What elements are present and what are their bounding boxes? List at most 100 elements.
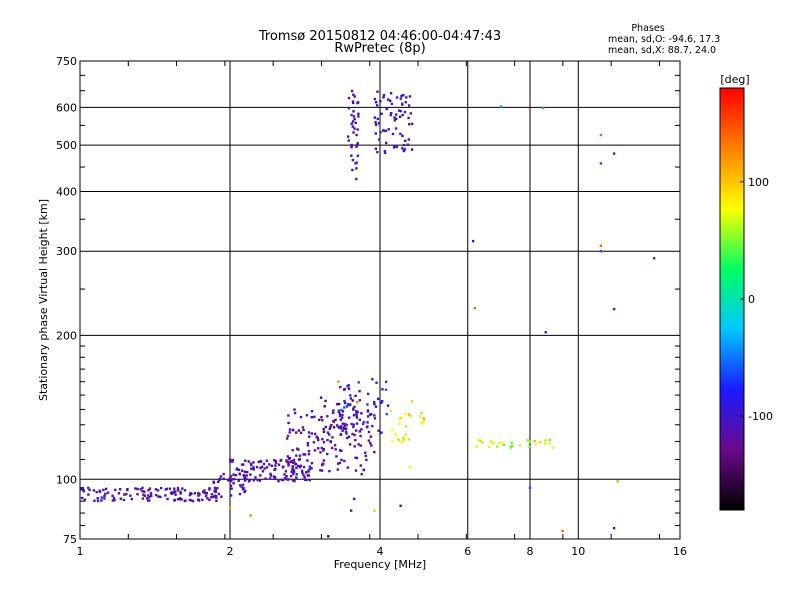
y-tick-label: 400 — [56, 185, 77, 198]
data-point — [254, 476, 257, 479]
data-point — [301, 426, 305, 429]
data-point — [548, 438, 552, 442]
data-point — [239, 484, 242, 487]
data-point — [355, 414, 358, 417]
data-point — [341, 413, 344, 417]
data-point — [509, 446, 512, 449]
data-point — [243, 475, 246, 478]
data-point — [279, 459, 282, 462]
data-point — [408, 123, 411, 126]
data-point — [293, 411, 297, 415]
data-point — [310, 432, 313, 435]
data-point — [528, 486, 532, 489]
data-point — [217, 492, 221, 496]
colorbar-tick-label: 100 — [748, 176, 769, 189]
data-point — [357, 443, 360, 446]
data-point — [331, 446, 334, 450]
data-point — [357, 115, 360, 118]
colorbar-label: [deg] — [720, 73, 749, 86]
data-point — [228, 507, 232, 510]
data-point — [351, 168, 354, 172]
data-point — [106, 491, 110, 494]
data-point — [218, 478, 221, 482]
data-point — [244, 479, 247, 482]
data-point — [366, 403, 369, 406]
data-point — [210, 493, 214, 496]
data-point — [403, 148, 407, 151]
data-point — [143, 490, 146, 493]
data-point — [83, 498, 86, 501]
data-point — [351, 100, 355, 103]
data-point — [393, 116, 396, 119]
data-point — [168, 487, 172, 490]
data-point — [393, 119, 396, 122]
data-point — [190, 499, 193, 502]
data-point — [215, 499, 218, 502]
data-point — [292, 472, 295, 476]
data-point — [205, 492, 209, 495]
data-point — [150, 494, 153, 497]
data-point — [332, 409, 335, 412]
data-point — [242, 486, 245, 490]
data-point — [285, 475, 288, 478]
data-point — [303, 476, 306, 479]
data-point — [295, 476, 298, 479]
data-point — [394, 433, 397, 436]
data-point — [383, 129, 387, 133]
data-point — [304, 471, 308, 474]
data-point — [141, 490, 144, 493]
data-point — [287, 421, 290, 425]
data-point — [237, 479, 240, 482]
data-point — [255, 465, 259, 469]
data-point — [333, 444, 337, 447]
data-point — [350, 122, 353, 125]
data-point — [397, 109, 401, 112]
data-point — [92, 489, 96, 492]
data-point — [213, 486, 217, 490]
data-point — [350, 113, 353, 117]
data-point — [288, 428, 292, 431]
data-point — [188, 493, 192, 496]
data-point — [394, 127, 398, 130]
data-point — [310, 461, 314, 465]
data-point — [149, 492, 153, 495]
y-tick-label: 75 — [63, 533, 77, 546]
data-point — [328, 469, 331, 473]
data-point — [337, 410, 340, 413]
data-point — [345, 432, 348, 435]
data-point — [301, 471, 304, 475]
data-point — [350, 144, 353, 147]
data-point — [231, 460, 234, 463]
data-point — [284, 476, 287, 480]
data-point — [370, 413, 373, 416]
data-point — [213, 494, 216, 497]
data-point — [356, 400, 359, 404]
data-point — [342, 426, 345, 429]
data-point — [355, 422, 359, 425]
data-point — [269, 474, 273, 477]
stats-line-o: mean, sd,O: -94.6, 17.3 — [608, 34, 720, 45]
data-point — [420, 422, 423, 425]
data-point — [397, 438, 401, 442]
data-point — [354, 438, 357, 442]
chart-subtitle: RwPretec (8p) — [334, 41, 425, 56]
data-point — [119, 488, 122, 491]
data-point — [241, 469, 244, 472]
data-point — [197, 494, 200, 497]
data-point — [367, 430, 371, 434]
data-point — [383, 150, 386, 153]
data-point — [353, 95, 356, 98]
data-point — [117, 492, 121, 495]
data-point — [291, 468, 294, 471]
data-point — [190, 492, 193, 495]
data-point — [389, 99, 392, 102]
data-point — [283, 473, 286, 476]
data-point — [310, 410, 314, 413]
data-point — [302, 473, 305, 477]
data-point — [125, 492, 128, 496]
data-point — [173, 487, 176, 490]
data-point — [341, 429, 344, 432]
data-point — [402, 438, 405, 442]
data-point — [332, 419, 335, 423]
data-point — [320, 415, 323, 419]
